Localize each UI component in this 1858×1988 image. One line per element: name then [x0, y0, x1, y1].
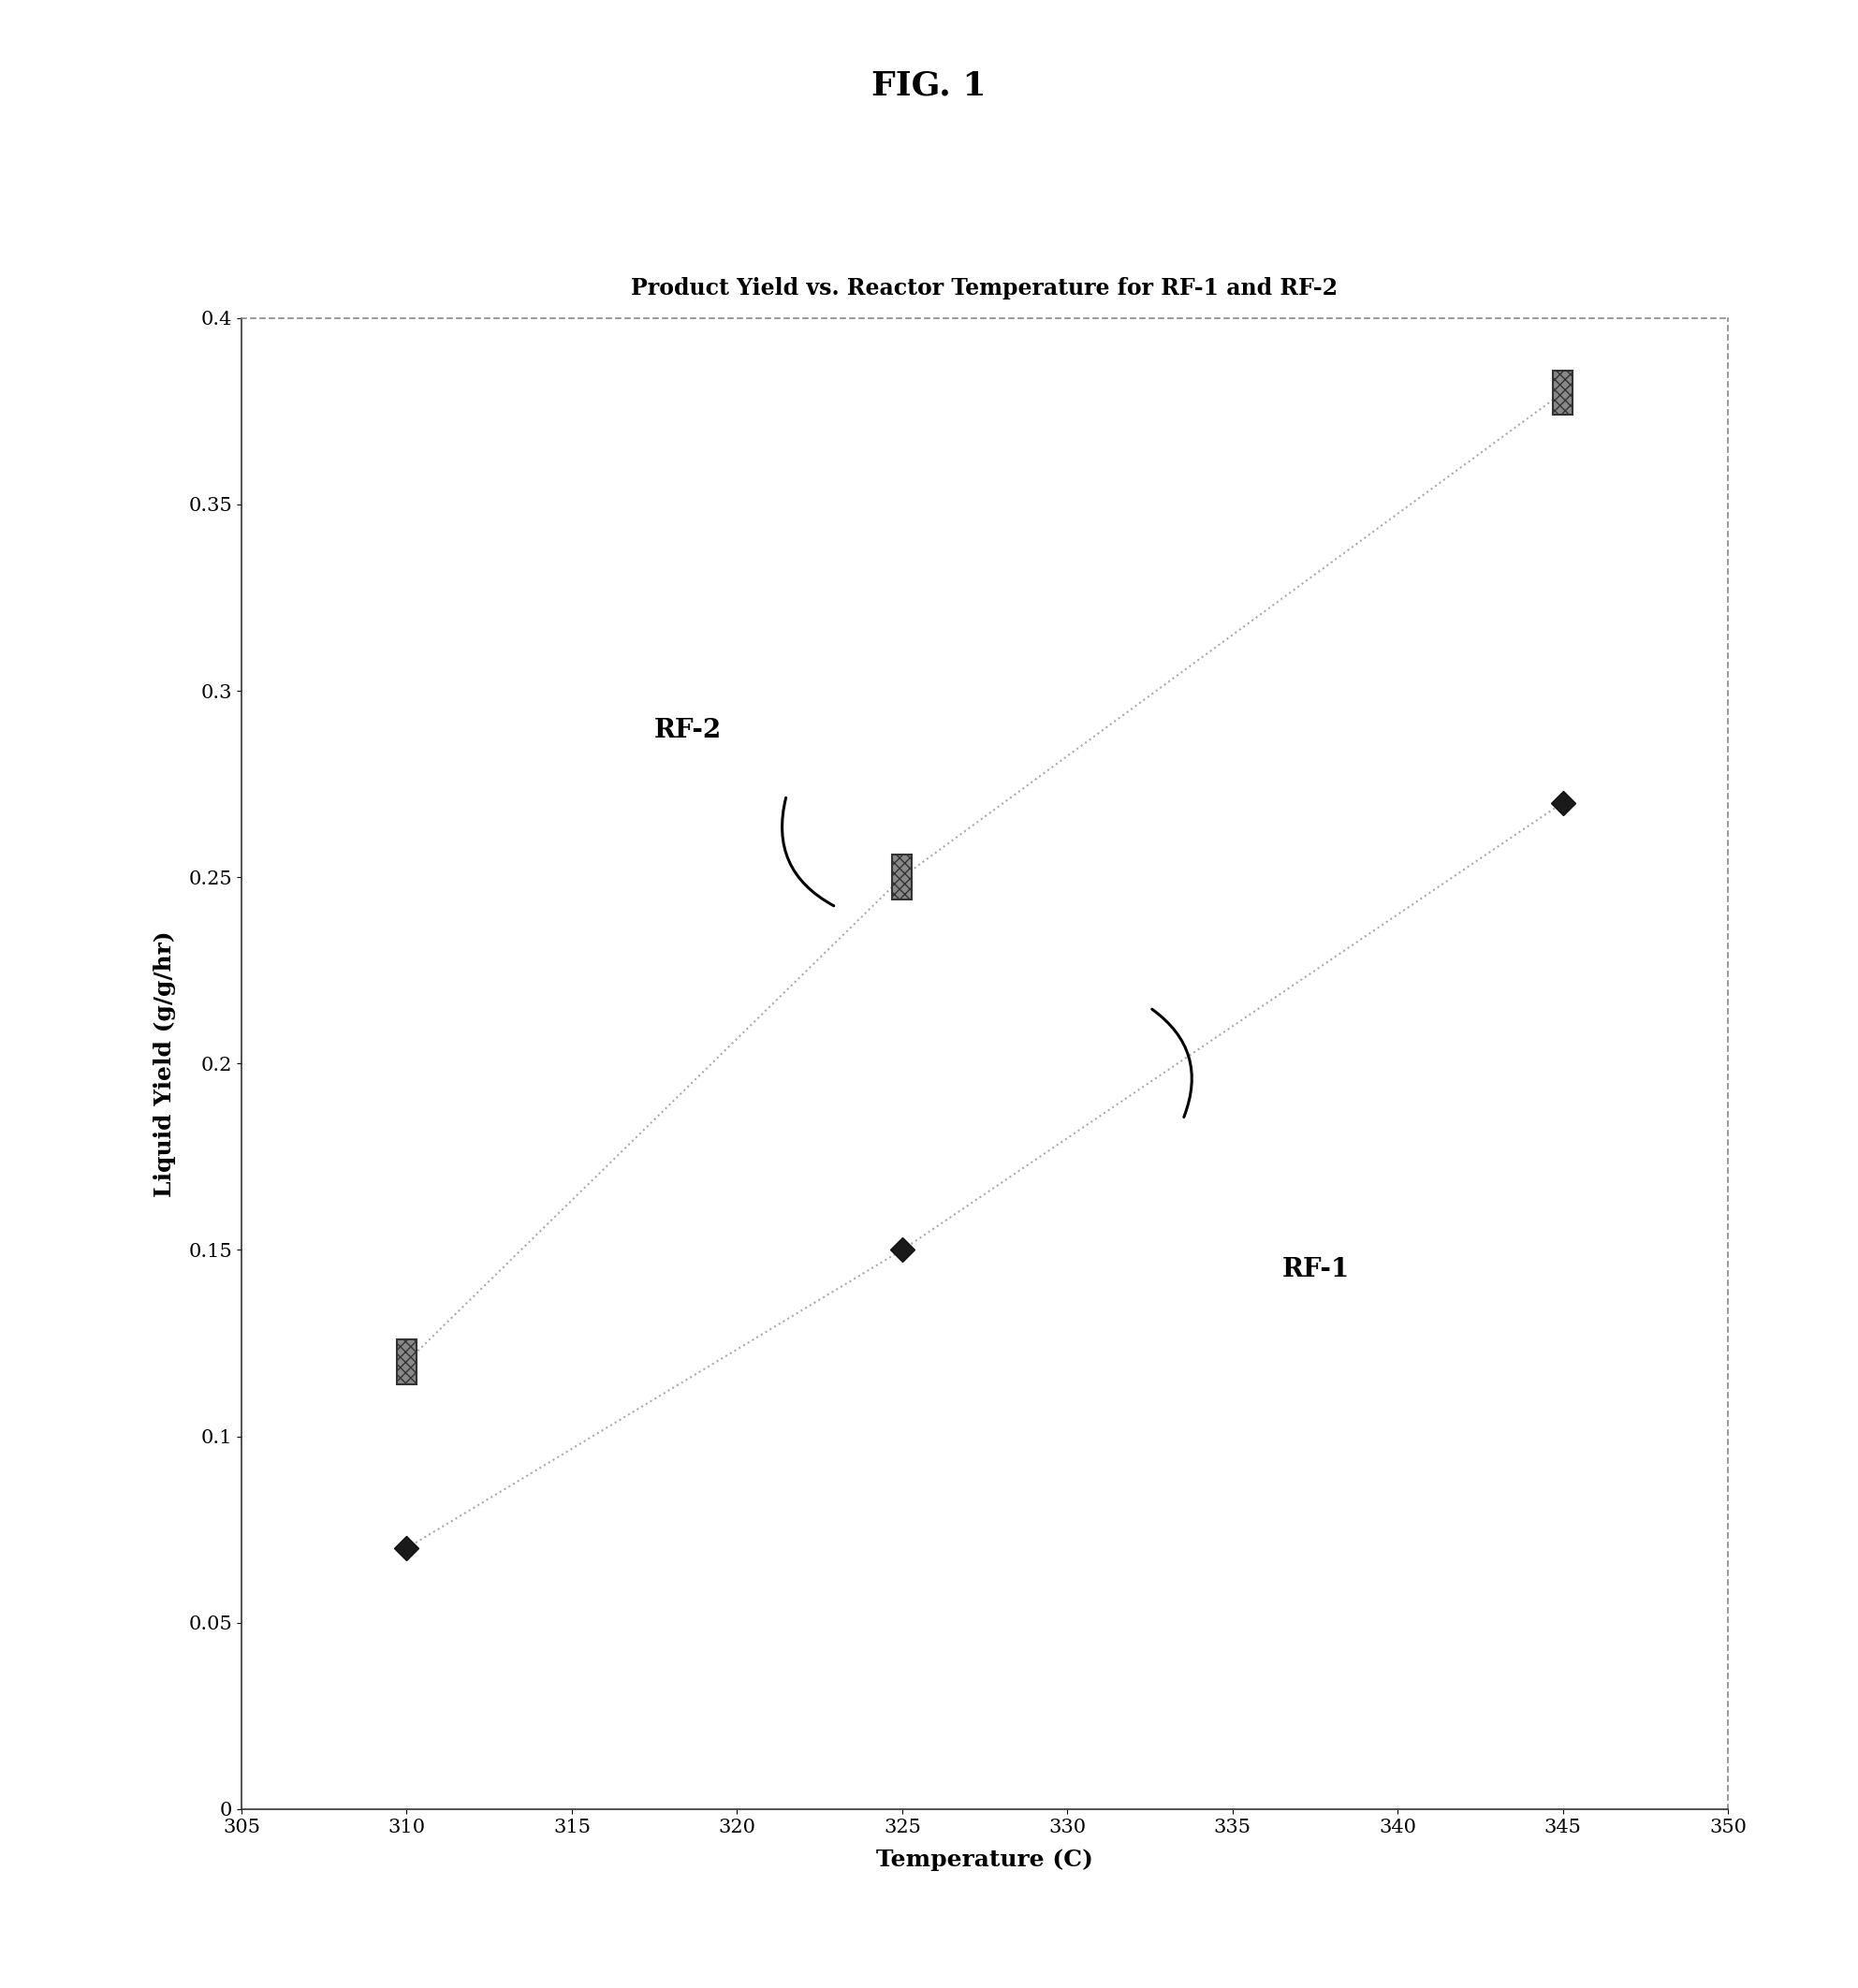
Bar [398, 1340, 416, 1384]
Bar [1553, 370, 1572, 415]
Bar [892, 855, 912, 901]
Text: RF-2: RF-2 [654, 718, 721, 744]
Y-axis label: Liquid Yield (g/g/hr): Liquid Yield (g/g/hr) [152, 930, 177, 1197]
Text: RF-1: RF-1 [1282, 1258, 1349, 1282]
Title: Product Yield vs. Reactor Temperature for RF-1 and RF-2: Product Yield vs. Reactor Temperature fo… [632, 276, 1338, 300]
Text: FIG. 1: FIG. 1 [871, 70, 987, 101]
X-axis label: Temperature (C): Temperature (C) [877, 1849, 1093, 1871]
